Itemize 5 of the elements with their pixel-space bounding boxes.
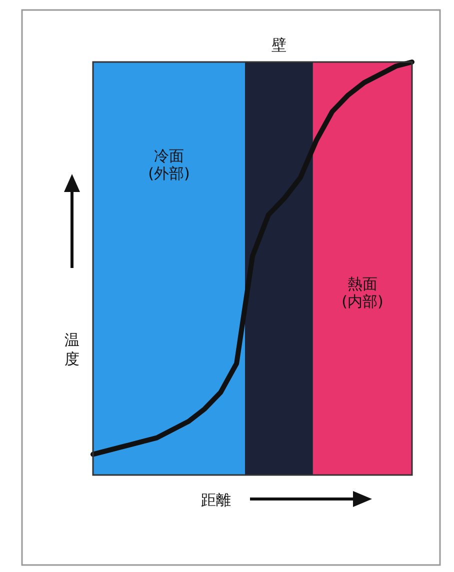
text: 壁 bbox=[271, 36, 286, 54]
y-axis-title: 温度 bbox=[64, 331, 80, 368]
annotation: 冷面 (外部) bbox=[148, 147, 190, 182]
annotation: 熱面 (内部) bbox=[342, 275, 384, 310]
x-axis-title: 距離 bbox=[201, 491, 231, 509]
